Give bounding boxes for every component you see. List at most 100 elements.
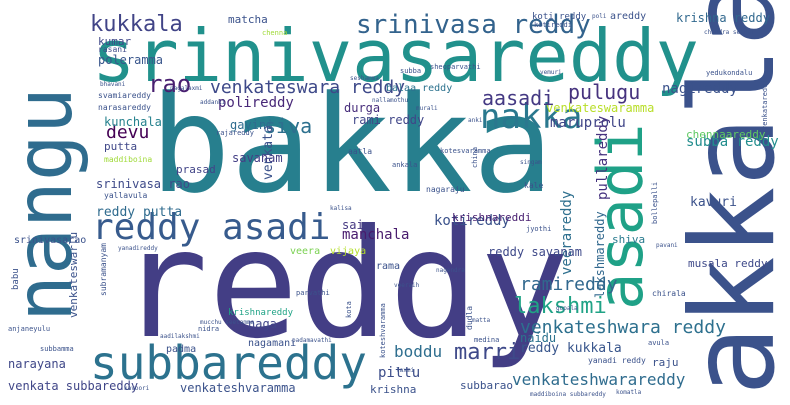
- word-srinivasarao: srinivasarao: [14, 235, 87, 246]
- word-yallavula: yallavula: [104, 191, 148, 200]
- word-kotireddi: kotireddi: [534, 21, 572, 29]
- word-subbamma: subbamma: [40, 345, 74, 353]
- word-veera: veera: [290, 246, 321, 257]
- word-parvathi: parvathi: [296, 289, 330, 297]
- word-venkateswara-reddy: venkateswara reddy: [210, 77, 406, 98]
- word-medina: medina: [474, 336, 500, 344]
- word-nagamani: nagamani: [248, 338, 297, 349]
- word-naga: naga: [248, 317, 277, 331]
- word-krishnareddy: krishnareddy: [228, 308, 294, 318]
- word-jyothi: jyothi: [526, 225, 552, 233]
- word-koteshvaramma: koteshvaramma: [379, 303, 387, 358]
- word-kukkala: kukkala: [90, 12, 183, 37]
- word-gavini: gavini: [230, 118, 274, 132]
- word-pittu: pittu: [378, 365, 421, 381]
- word-pavani: pavani: [656, 242, 678, 249]
- word-subbareddy: subbareddy: [90, 336, 367, 390]
- word-laxmi: laxmi: [396, 367, 415, 374]
- word-nakka: nakka: [480, 97, 583, 137]
- word-krishnareddi: krishnareddi: [452, 211, 532, 224]
- word-reddy-asadi: reddy asadi: [92, 207, 331, 248]
- word-vemuri: vemuri: [540, 69, 562, 76]
- word-bakka: bakka: [150, 67, 554, 223]
- word-kalisa: kalisa: [330, 205, 352, 212]
- word-subbarao: subbarao: [460, 379, 513, 392]
- word-sheoparvathi: sheoparvathi: [430, 63, 481, 71]
- word-china: china: [471, 146, 479, 168]
- word-kumar: kumar: [98, 35, 132, 48]
- word-veeraih: veeraih: [394, 282, 420, 289]
- word-prasad: prasad: [176, 163, 216, 176]
- word-nagireddy: nagireddy: [662, 81, 738, 97]
- word-koti-reddy: koti reddy: [532, 12, 587, 22]
- word-shiva: shiva: [612, 233, 646, 246]
- word-srinivasa-rao: srinivasa rao: [96, 177, 190, 191]
- word-komatla: komatla: [616, 389, 642, 396]
- word-musala-reddy: musala reddy: [688, 257, 768, 270]
- word-nagendra: nagendra: [436, 267, 465, 274]
- word-maddiboina-subbareddy: maddiboina subbareddy: [530, 391, 606, 398]
- word-krishna-reddy: krishna reddy: [676, 11, 770, 25]
- word-kavoori: kavoori: [124, 385, 150, 392]
- word-narayana: narayana: [8, 357, 66, 371]
- word-pulugu: pulugu: [568, 80, 641, 104]
- word-narasareddy: narasareddy: [98, 103, 151, 112]
- word-kotireddy: kotireddy: [434, 213, 510, 229]
- word-raju: raju: [652, 356, 679, 369]
- word-marri: marri: [454, 340, 521, 365]
- word-aadilakshmi: aadilakshmi: [160, 333, 200, 340]
- word-rami-reddy: rami reddy: [352, 113, 425, 127]
- word-venkateswaramma: venkateswaramma: [546, 101, 655, 115]
- word-maddiboina: maddiboina: [104, 155, 153, 164]
- word-padma: padma: [166, 344, 197, 355]
- word-yedukondalu: yedukondalu: [706, 69, 753, 77]
- word-matta: matta: [472, 317, 491, 324]
- word-naidu: naidu: [520, 331, 557, 345]
- word-yanadi-reddy: yanadi reddy: [588, 356, 646, 365]
- word-manchala: manchala: [342, 227, 410, 243]
- word-mucchu-seetamma: mucchu seetamma: [200, 319, 255, 326]
- word-balaa-reddy: balaa reddy: [386, 83, 453, 94]
- word-subramanyam: subramanyam: [99, 243, 108, 296]
- word-poleramma: poleramma: [98, 53, 164, 67]
- word-padamavathi: padamavathi: [292, 337, 332, 344]
- word-anki: anki: [468, 117, 483, 124]
- word-maruprolu: maruprolu: [550, 115, 626, 131]
- word-krishna: krishna: [370, 383, 417, 396]
- word-reddy-putta: reddy putta: [96, 205, 183, 220]
- word-boddu: boddu: [394, 342, 443, 361]
- word-venkateswarlu: venkateswarlu: [67, 231, 80, 318]
- word-rao: rao: [148, 70, 192, 98]
- word-veerareddy: veerareddy: [559, 190, 575, 275]
- word-nallamothu: nallamothu: [372, 97, 409, 104]
- word-chirala: chirala: [652, 289, 686, 298]
- word-kunchala: kunchala: [104, 115, 162, 129]
- word-poli: poli: [592, 13, 607, 20]
- word-bollepalli: bollepalli: [651, 181, 659, 224]
- word-srinivasa-reddy: srinivasa reddy: [356, 10, 591, 40]
- word-chandra-sekhar: chandra sekhar: [704, 29, 755, 36]
- word-kotesvaramma: kotesvaramma: [440, 147, 491, 155]
- word-devu: devu: [106, 122, 150, 143]
- word-savanam: savanam: [232, 151, 283, 165]
- word-rajareddy: rajareddy: [216, 129, 254, 137]
- word-yanadireddy: yanadireddy: [118, 245, 158, 252]
- word-singam: singam: [520, 159, 542, 166]
- word-reddy-savanam: reddy savanam: [488, 245, 582, 259]
- word-subba-reddy: subba reddy: [686, 134, 779, 150]
- word-aatla: aatla: [348, 147, 373, 156]
- word-nagaraju: nagaraju: [426, 185, 465, 194]
- word-ankala: ankala: [392, 161, 418, 169]
- word-venkateshwarareddy: venkateshwarareddy: [512, 370, 686, 389]
- word-nagalaxmi: nagalaxmi: [170, 85, 203, 92]
- word-siva: siva: [264, 114, 313, 138]
- word-venkatareddi: venkatareddi: [761, 79, 769, 130]
- word-reddy: reddy: [118, 198, 570, 372]
- word-venkata-subbareddy: venkata subbareddy: [8, 379, 139, 393]
- word-rasani: rasani: [98, 45, 127, 54]
- word-areddy: areddy: [610, 11, 647, 22]
- word-ramireddy: ramireddy: [520, 274, 618, 295]
- word-kota: kota: [345, 301, 353, 318]
- word-kale: kale: [524, 181, 544, 190]
